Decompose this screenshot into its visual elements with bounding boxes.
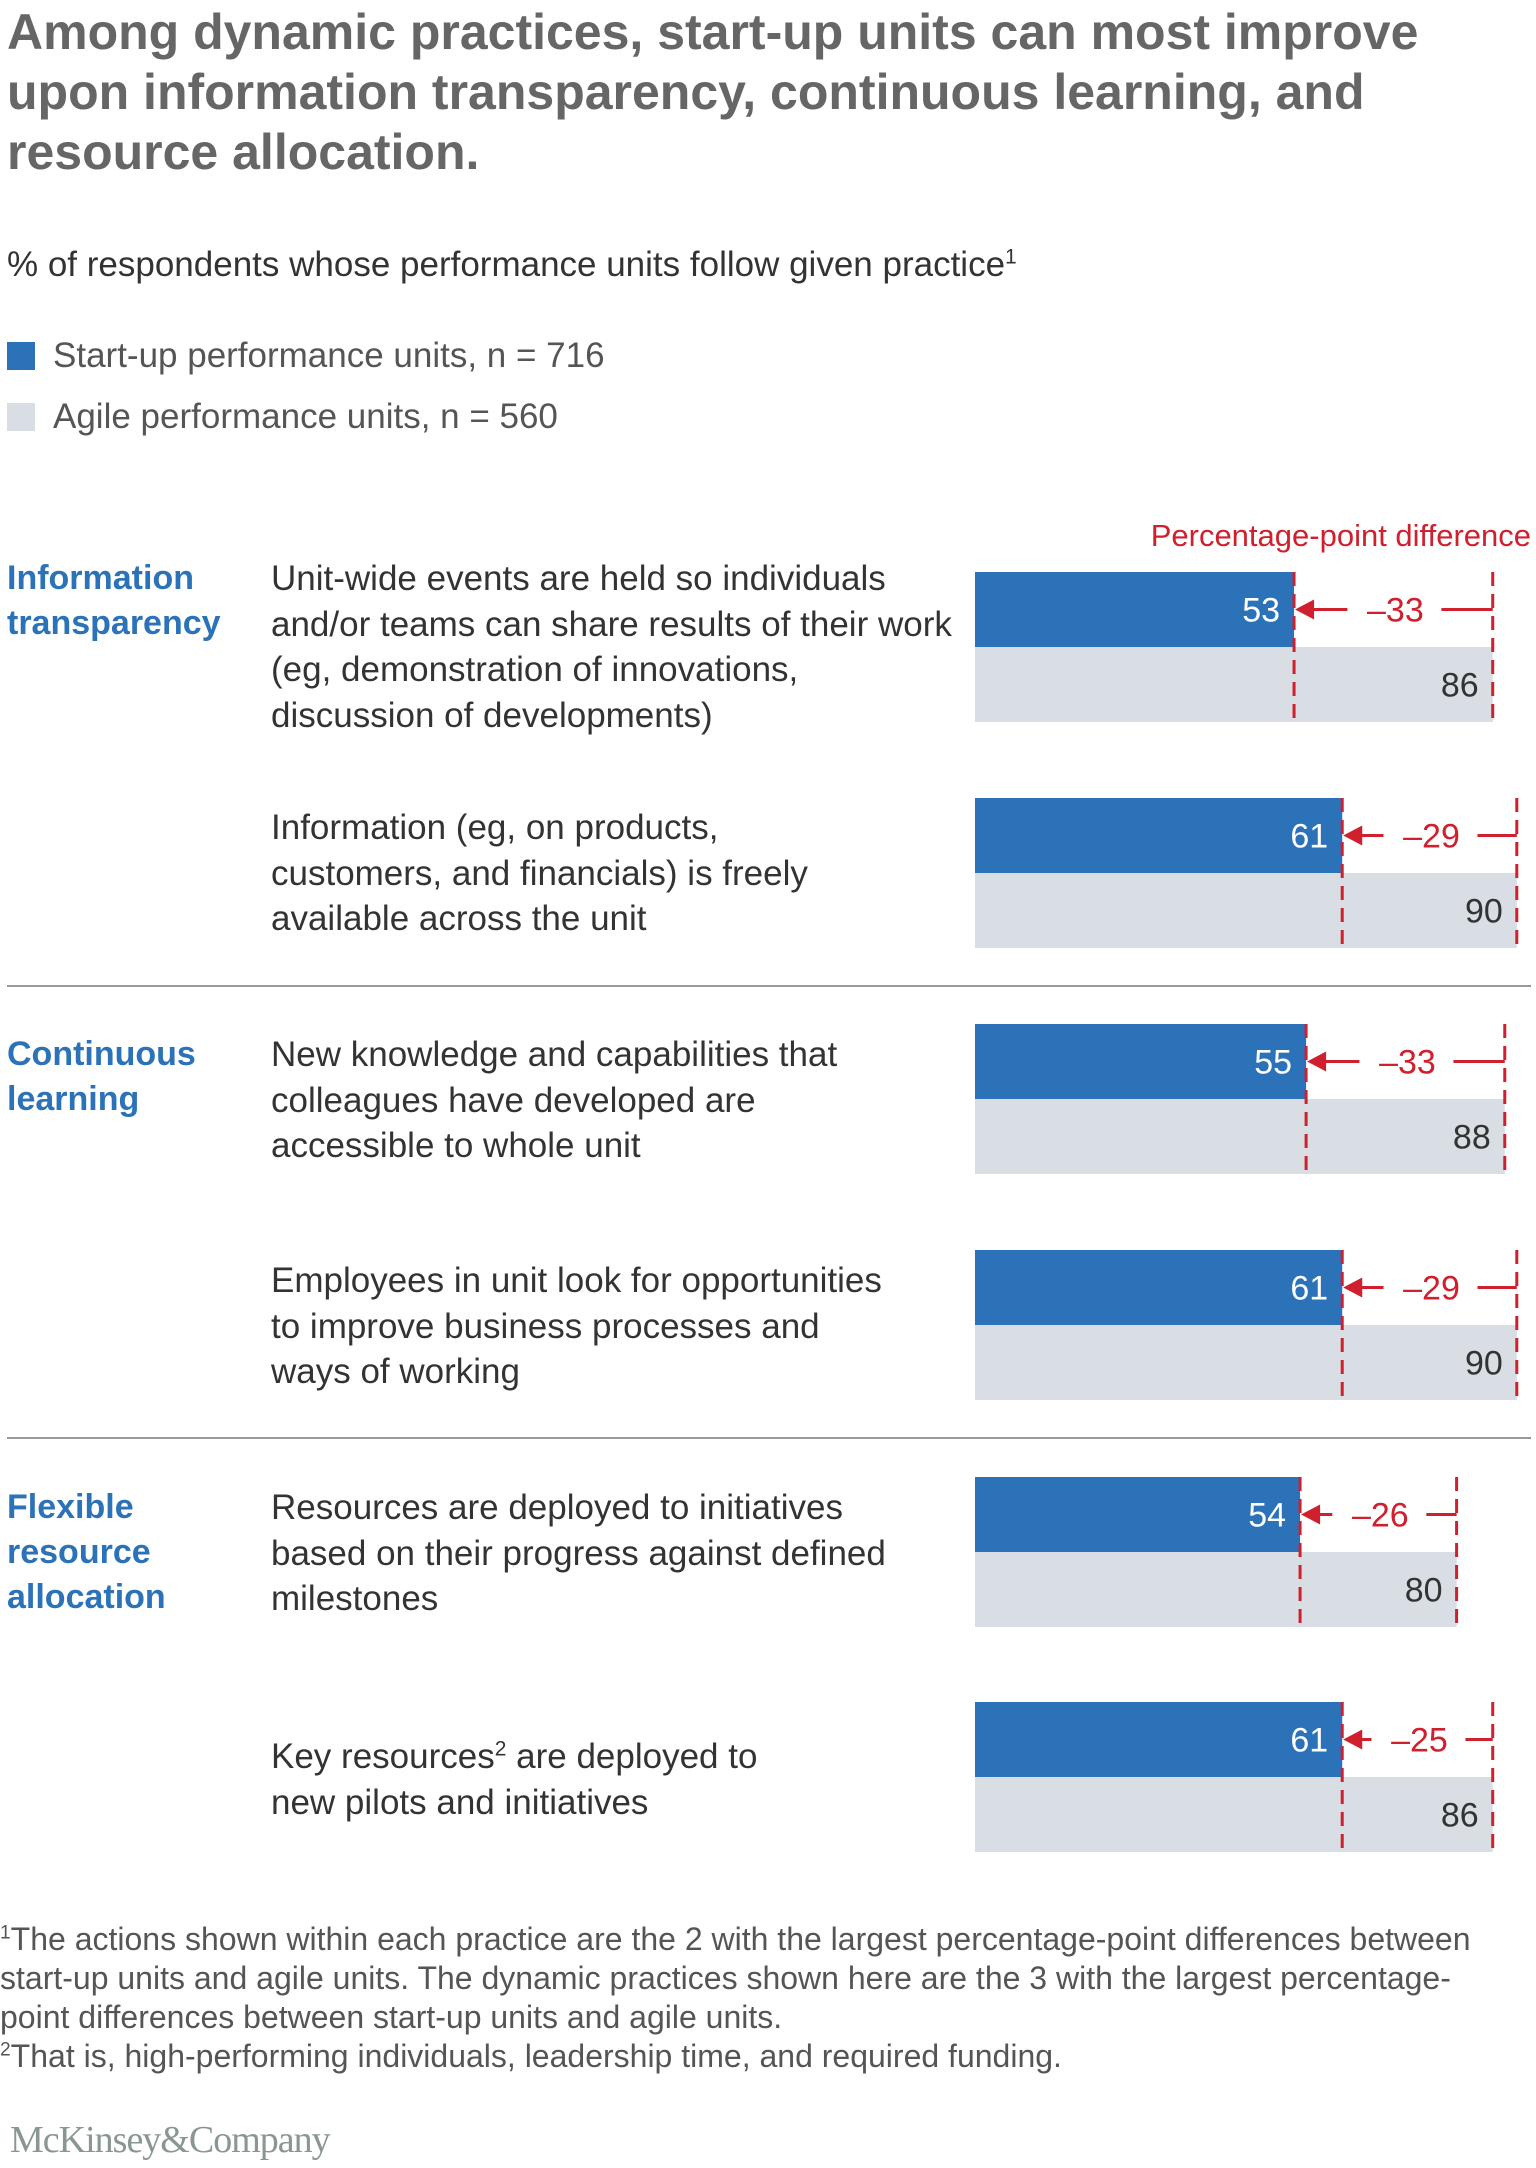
bar-agile bbox=[975, 647, 1493, 722]
difference-label: –29 bbox=[1403, 1270, 1460, 1308]
footnote-mark: 2 bbox=[494, 1737, 507, 1761]
footnote-2: 2That is, high-performing individuals, l… bbox=[0, 2037, 1520, 2076]
footnote-mark: 2 bbox=[0, 2039, 11, 2061]
chart-subtitle: % of respondents whose performance units… bbox=[7, 245, 1017, 285]
legend-label-agile: Agile performance units, n = 560 bbox=[53, 397, 558, 436]
value-label-startup: 53 bbox=[1242, 592, 1280, 630]
practice-description: New knowledge and capabilities that coll… bbox=[271, 1035, 838, 1165]
arrowhead-icon bbox=[1343, 1277, 1363, 1298]
difference-header: Percentage-point difference bbox=[1150, 518, 1531, 553]
practice-description: Information (eg, on products, customers,… bbox=[271, 808, 808, 938]
bar-agile bbox=[975, 1325, 1517, 1400]
footnote-text: The actions shown within each practice a… bbox=[0, 1921, 1471, 2035]
arrowhead-icon bbox=[1301, 1504, 1321, 1525]
difference-label: –26 bbox=[1352, 1497, 1409, 1535]
difference-label: –33 bbox=[1379, 1044, 1436, 1082]
subtitle-text: % of respondents whose performance units… bbox=[7, 245, 1006, 284]
difference-label: –25 bbox=[1391, 1722, 1448, 1760]
value-label-agile: 80 bbox=[1405, 1572, 1443, 1610]
difference-label: –29 bbox=[1403, 818, 1460, 856]
desc-text: Key resources bbox=[271, 1737, 495, 1776]
value-label-agile: 86 bbox=[1441, 1797, 1479, 1835]
group-divider bbox=[7, 1437, 1531, 1439]
practice-description: Key resources2 are deployed to new pilot… bbox=[271, 1734, 831, 1825]
difference-label: –33 bbox=[1367, 592, 1424, 630]
value-label-agile: 90 bbox=[1465, 893, 1503, 931]
footnote-text: That is, high-performing individuals, le… bbox=[10, 2038, 1062, 2074]
legend-item-agile: Agile performance units, n = 560 bbox=[7, 397, 558, 437]
category-label: Information transparency bbox=[7, 559, 221, 642]
footnote-mark: 1 bbox=[0, 1922, 11, 1944]
legend-label-startup: Start-up performance units, n = 716 bbox=[53, 336, 605, 375]
bar-startup bbox=[975, 572, 1295, 647]
legend-swatch-agile bbox=[7, 403, 35, 431]
footnote-1: 1The actions shown within each practice … bbox=[0, 1920, 1520, 2037]
mckinsey-logo: McKinsey&Company bbox=[10, 2119, 331, 2161]
bar-startup bbox=[975, 1477, 1301, 1552]
bar-agile bbox=[975, 1552, 1457, 1627]
practice-description: Unit-wide events are held so individuals… bbox=[271, 559, 952, 735]
arrowhead-icon bbox=[1343, 1729, 1363, 1750]
bar-startup bbox=[975, 1702, 1343, 1777]
practice-description: Resources are deployed to initiatives ba… bbox=[271, 1488, 886, 1618]
value-label-agile: 88 bbox=[1453, 1119, 1491, 1157]
arrowhead-icon bbox=[1295, 599, 1315, 620]
value-label-startup: 54 bbox=[1248, 1497, 1286, 1535]
bar-agile bbox=[975, 1099, 1505, 1174]
arrowhead-icon bbox=[1343, 825, 1363, 846]
legend-item-startup: Start-up performance units, n = 716 bbox=[7, 336, 605, 376]
bar-startup bbox=[975, 1024, 1307, 1099]
value-label-agile: 90 bbox=[1465, 1345, 1503, 1383]
desc-text: are deployed to new pilots and initiativ… bbox=[271, 1737, 758, 1822]
value-label-startup: 61 bbox=[1290, 818, 1328, 856]
chart-title: Among dynamic practices, start-up units … bbox=[7, 4, 1419, 180]
arrowhead-icon bbox=[1307, 1051, 1327, 1072]
legend-swatch-startup bbox=[7, 342, 35, 370]
value-label-startup: 55 bbox=[1254, 1044, 1292, 1082]
value-label-startup: 61 bbox=[1290, 1722, 1328, 1760]
bar-agile bbox=[975, 873, 1517, 948]
value-label-startup: 61 bbox=[1290, 1270, 1328, 1308]
bar-startup bbox=[975, 798, 1343, 873]
footnotes: 1The actions shown within each practice … bbox=[0, 1920, 1520, 2076]
subtitle-footnote-mark: 1 bbox=[1005, 245, 1017, 269]
bar-startup bbox=[975, 1250, 1343, 1325]
category-label: Flexible resource allocation bbox=[7, 1488, 166, 1616]
practice-description: Employees in unit look for opportunities… bbox=[271, 1261, 882, 1391]
group-divider bbox=[7, 985, 1531, 987]
value-label-agile: 86 bbox=[1441, 667, 1479, 705]
category-label: Continuous learning bbox=[7, 1035, 196, 1118]
bar-agile bbox=[975, 1777, 1493, 1852]
